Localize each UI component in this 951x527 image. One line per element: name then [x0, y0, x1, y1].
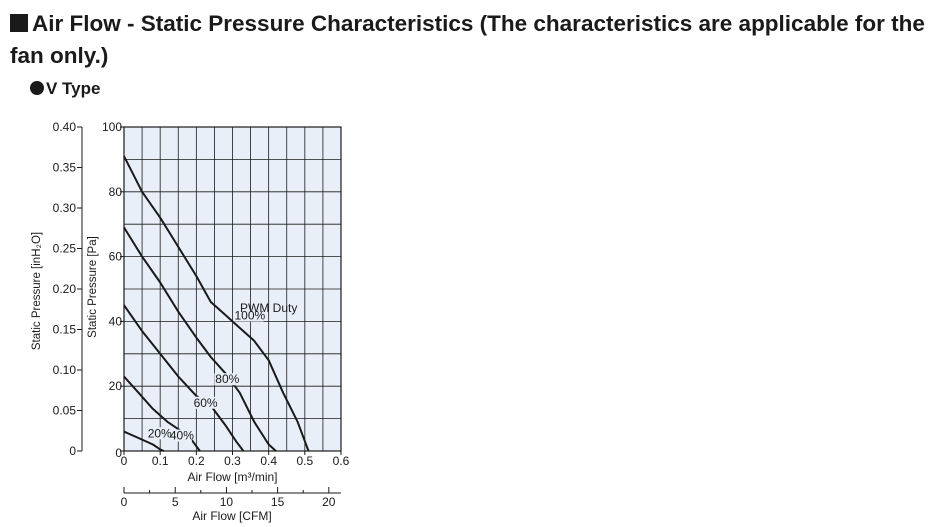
- fan-type-heading: V Type: [30, 78, 100, 100]
- series-label-bg: [168, 429, 192, 442]
- x-tick-label: 0: [121, 454, 128, 468]
- series-label-100pct: 100%: [235, 308, 266, 322]
- inh2o-tick-label: 0.25: [53, 242, 77, 256]
- series-label-bg: [233, 309, 264, 322]
- inh2o-tick-label: 0.30: [53, 201, 77, 215]
- x-tick-label: 0.1: [152, 454, 169, 468]
- x-axis-label: Air Flow [m³/min]: [188, 470, 278, 484]
- cfm-tick-label: 10: [220, 495, 234, 509]
- series-line-40pct: [123, 375, 201, 452]
- series-line-80pct: [123, 226, 277, 452]
- series-labels: 100% 80% 60% 40%20%: [146, 308, 266, 443]
- series-line-60pct: [123, 304, 245, 452]
- inh2o-tick-label: 0: [69, 444, 76, 458]
- series-label-40pct: 40%: [170, 429, 194, 443]
- x-tick-label: 0.4: [260, 454, 277, 468]
- section-heading: Air Flow - Static Pressure Characteristi…: [10, 8, 930, 72]
- fan-type-label: V Type: [46, 79, 101, 98]
- cfm-tick-label: 5: [172, 495, 179, 509]
- series-label-20pct: 20%: [148, 426, 172, 440]
- square-bullet-icon: [10, 14, 28, 32]
- inh2o-tick-label: 0.20: [53, 282, 77, 296]
- y-tick-label: 60: [109, 250, 123, 264]
- cfm-tick-label: 0: [121, 495, 128, 509]
- legend-title: PWM Duty: [240, 301, 297, 315]
- x-tick-label: 0.5: [296, 454, 313, 468]
- inh2o-axis-label: Static Pressure [inH₂O]: [31, 232, 43, 350]
- inh2o-tick-label: 0.35: [53, 161, 77, 175]
- y-tick-label: 80: [109, 185, 123, 199]
- x-tick-label: 0.3: [224, 454, 241, 468]
- axes: 02040608010000.050.100.150.200.250.300.3…: [53, 120, 350, 509]
- series-label-bg: [146, 427, 170, 440]
- cfm-axis-label: Air Flow [CFM]: [192, 509, 271, 523]
- series-line-100pct: [123, 155, 310, 452]
- cfm-tick-label: 20: [322, 495, 336, 509]
- inh2o-tick-label: 0.15: [53, 323, 77, 337]
- series-lines: [123, 155, 310, 452]
- series-label-bg: [192, 396, 216, 409]
- x-tick-label: 0.6: [333, 454, 350, 468]
- inh2o-tick-label: 0.10: [53, 363, 77, 377]
- grid-lines: [124, 127, 341, 451]
- series-label-60pct: 60%: [194, 396, 218, 410]
- circle-bullet-icon: [30, 81, 44, 95]
- y-tick-label: 0: [115, 446, 122, 460]
- y-tick-label: 100: [102, 120, 122, 134]
- series-label-80pct: 80%: [215, 372, 239, 386]
- inh2o-tick-label: 0.05: [53, 404, 77, 418]
- section-heading-text: Air Flow - Static Pressure Characteristi…: [10, 11, 925, 68]
- y-tick-label: 20: [109, 379, 123, 393]
- series-line-20pct: [123, 430, 165, 452]
- y-axis-label: Static Pressure [Pa]: [87, 236, 99, 338]
- series-label-bg: [214, 373, 238, 386]
- cfm-tick-label: 15: [271, 495, 285, 509]
- x-tick-label: 0.2: [188, 454, 205, 468]
- inh2o-tick-label: 0.40: [53, 120, 77, 134]
- y-tick-label: 40: [109, 314, 123, 328]
